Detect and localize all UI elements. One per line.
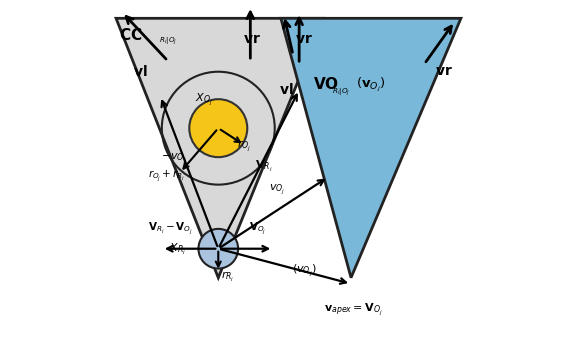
Polygon shape [281,18,461,278]
Text: $\mathbf{vr}$: $\mathbf{vr}$ [295,32,313,46]
Text: $\mathbf{v}_{apex}=\mathbf{V}_{O_j}$: $\mathbf{v}_{apex}=\mathbf{V}_{O_j}$ [324,302,382,318]
Text: $\mathbf{VO}$: $\mathbf{VO}$ [313,76,339,92]
Circle shape [198,229,238,269]
Text: $\mathbf{vr}$: $\mathbf{vr}$ [435,64,453,78]
Text: $\mathbf{V}_{O_j}$: $\mathbf{V}_{O_j}$ [249,221,266,236]
Text: $_{R_i|O_j}$: $_{R_i|O_j}$ [159,35,177,47]
Text: $\mathbf{vl}$: $\mathbf{vl}$ [133,64,147,79]
Text: $r_{R_i}$: $r_{R_i}$ [222,270,235,284]
Text: $(\mathbf{v}_{O_j})$: $(\mathbf{v}_{O_j})$ [356,76,385,94]
Text: $_{R_i|O_j}$: $_{R_i|O_j}$ [332,86,350,98]
Text: $X_{O_j}$: $X_{O_j}$ [195,92,212,108]
Text: $v_{O_j}$: $v_{O_j}$ [269,183,285,197]
Text: $\mathbf{V}_{R_i}$: $\mathbf{V}_{R_i}$ [255,159,273,174]
Polygon shape [116,18,324,278]
Text: $\mathbf{V}_{R_i}-\mathbf{V}_{O_j}$: $\mathbf{V}_{R_i}-\mathbf{V}_{O_j}$ [148,221,193,236]
Text: $-v_{O_j}$: $-v_{O_j}$ [161,152,186,166]
Text: $X_{R_i}$: $X_{R_i}$ [169,242,186,257]
Circle shape [189,99,247,157]
Text: $r_{O_j}+r_{R_i}$: $r_{O_j}+r_{R_i}$ [148,169,186,184]
Text: $\mathbf{vl}$: $\mathbf{vl}$ [280,82,294,97]
Text: $\mathbf{CC}$: $\mathbf{CC}$ [119,28,143,44]
Text: $r_{O_j}$: $r_{O_j}$ [237,139,251,154]
Text: $(v_{O_j})$: $(v_{O_j})$ [292,263,316,279]
Text: $\mathbf{vr}$: $\mathbf{vr}$ [242,32,260,46]
